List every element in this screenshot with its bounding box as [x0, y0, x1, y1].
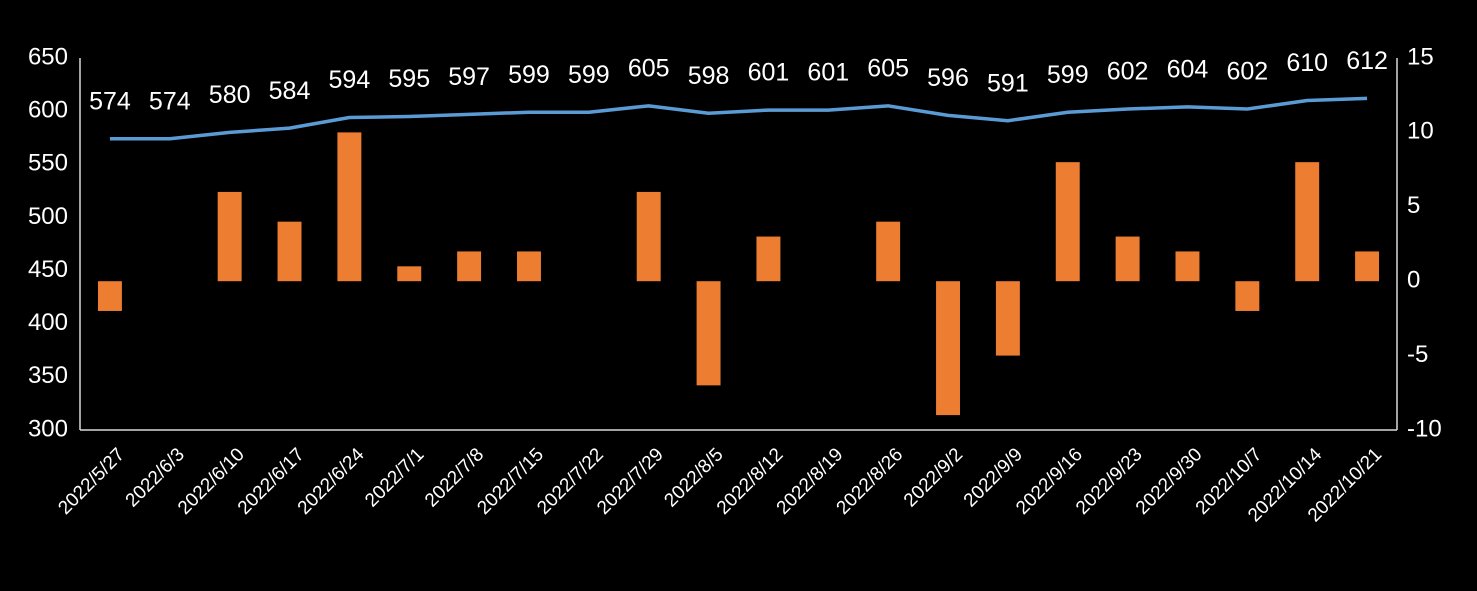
data-label: 605 — [628, 54, 670, 82]
bar — [457, 251, 482, 282]
data-label: 595 — [388, 65, 430, 93]
y2-tick-label: -5 — [1407, 341, 1428, 368]
bar — [936, 281, 960, 416]
line — [109, 96, 1368, 141]
data-label: 610 — [1286, 49, 1328, 77]
y-tick-label: 350 — [28, 362, 68, 389]
bar — [277, 221, 302, 282]
bar — [1235, 281, 1260, 311]
y2-tick-label: 15 — [1407, 43, 1434, 70]
data-label: 598 — [688, 62, 730, 90]
data-label: 602 — [1226, 58, 1268, 86]
bar — [1175, 251, 1200, 282]
bar — [217, 191, 242, 282]
data-label: 596 — [927, 64, 969, 92]
y-tick-label: 300 — [28, 415, 68, 442]
y2-tick-label: 5 — [1407, 192, 1420, 219]
data-label: 574 — [149, 87, 191, 115]
bar — [337, 132, 362, 282]
data-label: 599 — [1047, 61, 1089, 89]
bar — [995, 281, 1020, 356]
x-tick-label: 2022/8/26 — [833, 444, 908, 519]
bar — [1355, 251, 1380, 282]
data-label: 602 — [1107, 58, 1149, 86]
bar — [696, 281, 721, 386]
x-tick-label: 2022/7/29 — [593, 444, 668, 519]
y-tick-label: 600 — [28, 96, 68, 123]
y2-tick-label: 10 — [1407, 118, 1434, 145]
data-label: 574 — [89, 87, 131, 115]
y-tick-label: 500 — [28, 203, 68, 230]
x-tick-label: 2022/9/2 — [900, 444, 967, 511]
bar — [1295, 162, 1320, 282]
bar — [876, 221, 901, 282]
bar — [1115, 236, 1140, 282]
bar — [1055, 162, 1080, 282]
data-label: 601 — [807, 59, 849, 87]
bar — [756, 236, 781, 282]
data-label: 604 — [1167, 56, 1209, 84]
x-tick-label: 2022/6/24 — [294, 444, 369, 519]
y-tick-label: 550 — [28, 150, 68, 177]
y-tick-label: 650 — [28, 43, 68, 70]
y2-tick-label: 0 — [1407, 267, 1420, 294]
bar — [397, 266, 422, 282]
y2-tick-label: -10 — [1407, 415, 1442, 442]
x-tick-label: 2022/7/1 — [361, 444, 428, 511]
bar — [636, 191, 661, 282]
bar — [517, 251, 541, 282]
data-label: 612 — [1346, 47, 1388, 75]
y-tick-label: 400 — [28, 309, 68, 336]
data-label: 601 — [748, 59, 790, 87]
y-tick-label: 450 — [28, 256, 68, 283]
data-label: 599 — [508, 61, 550, 89]
data-label: 594 — [329, 66, 371, 94]
data-label: 591 — [987, 69, 1029, 97]
data-label: 597 — [448, 63, 490, 91]
bar — [97, 281, 122, 311]
x-tick-label: 2022/5/27 — [54, 444, 129, 519]
data-label: 580 — [209, 81, 251, 109]
data-label: 599 — [568, 61, 610, 89]
data-label: 584 — [269, 77, 311, 105]
data-label: 605 — [867, 54, 909, 82]
